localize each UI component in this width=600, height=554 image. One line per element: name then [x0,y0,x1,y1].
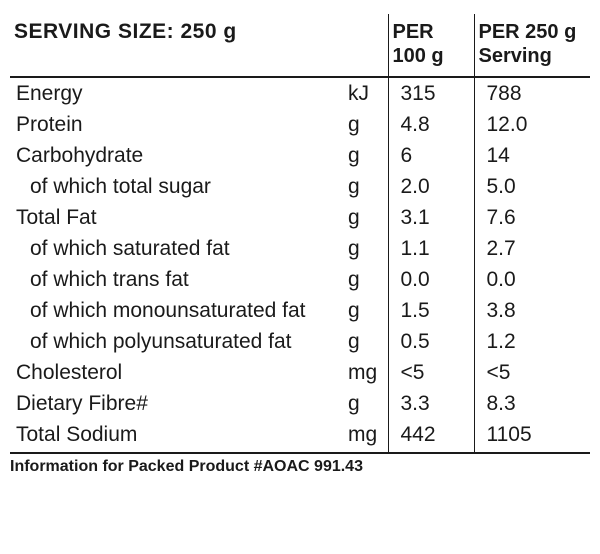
nutrient-name: of which monounsaturated fat [10,295,342,326]
table-row: of which trans fatg0.00.0 [10,264,590,295]
table-row: of which monounsaturated fatg1.53.8 [10,295,590,326]
table-row: Proteing4.812.0 [10,109,590,140]
value-per-100g: 4.8 [388,109,474,140]
nutrient-name: Cholesterol [10,357,342,388]
value-per-100g: 0.0 [388,264,474,295]
value-per-100g: 1.1 [388,233,474,264]
nutrient-name: Total Sodium [10,419,342,453]
nutrient-name: Total Fat [10,202,342,233]
value-per-serving: <5 [474,357,590,388]
nutrition-facts-table: SERVING SIZE: 250 g PER 100 g PER 250 g … [10,14,590,454]
table-row: Carbohydrateg614 [10,140,590,171]
nutrient-name: of which trans fat [10,264,342,295]
value-per-100g: 1.5 [388,295,474,326]
value-per-serving: 0.0 [474,264,590,295]
nutrient-name: Dietary Fibre# [10,388,342,419]
table-row: Dietary Fibre#g3.38.3 [10,388,590,419]
nutrient-unit: g [342,140,388,171]
value-per-serving: 2.7 [474,233,590,264]
table-row: of which polyunsaturated fatg0.51.2 [10,326,590,357]
nutrient-unit: g [342,202,388,233]
nutrient-name: of which polyunsaturated fat [10,326,342,357]
nutrient-name: of which total sugar [10,171,342,202]
value-per-serving: 788 [474,77,590,109]
nutrient-unit: g [342,295,388,326]
table-row: Total Sodiummg4421105 [10,419,590,453]
table-row: of which total sugarg2.05.0 [10,171,590,202]
table-row: Cholesterolmg<5<5 [10,357,590,388]
column-header-per-100g: PER 100 g [388,14,474,77]
value-per-100g: 315 [388,77,474,109]
value-per-serving: 5.0 [474,171,590,202]
value-per-100g: 442 [388,419,474,453]
nutrient-name: Energy [10,77,342,109]
value-per-100g: <5 [388,357,474,388]
footnote-text: Information for Packed Product #AOAC 991… [10,454,590,476]
value-per-100g: 6 [388,140,474,171]
value-per-100g: 0.5 [388,326,474,357]
value-per-serving: 1105 [474,419,590,453]
header-row: SERVING SIZE: 250 g PER 100 g PER 250 g … [10,14,590,77]
nutrient-unit: g [342,388,388,419]
value-per-serving: 3.8 [474,295,590,326]
nutrient-unit: g [342,233,388,264]
value-per-serving: 8.3 [474,388,590,419]
value-per-100g: 2.0 [388,171,474,202]
column-header-per-serving: PER 250 g Serving [474,14,590,77]
nutrient-name: Protein [10,109,342,140]
value-per-100g: 3.3 [388,388,474,419]
value-per-serving: 1.2 [474,326,590,357]
value-per-serving: 7.6 [474,202,590,233]
nutrient-unit: g [342,264,388,295]
serving-size-label: SERVING SIZE: 250 g [10,14,342,77]
nutrient-name: of which saturated fat [10,233,342,264]
value-per-100g: 3.1 [388,202,474,233]
nutrient-unit: g [342,109,388,140]
value-per-serving: 14 [474,140,590,171]
value-per-serving: 12.0 [474,109,590,140]
nutrient-unit: g [342,171,388,202]
nutrient-unit: kJ [342,77,388,109]
nutrient-unit: mg [342,419,388,453]
table-row: of which saturated fatg1.12.7 [10,233,590,264]
nutrient-name: Carbohydrate [10,140,342,171]
table-row: Total Fatg3.17.6 [10,202,590,233]
nutrient-unit: mg [342,357,388,388]
nutrient-unit: g [342,326,388,357]
table-row: EnergykJ315788 [10,77,590,109]
